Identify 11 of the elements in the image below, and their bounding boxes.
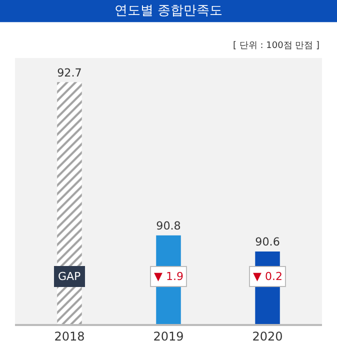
annotation: GAP xyxy=(58,270,82,283)
data-label: 90.8 xyxy=(156,220,181,233)
annotation: ▼ 0.2 xyxy=(253,270,282,283)
x-tick-label: 2018 xyxy=(54,329,85,344)
data-label: 92.7 xyxy=(57,66,82,80)
data-label: 90.6 xyxy=(255,236,280,249)
x-tick-label: 2019 xyxy=(153,329,184,344)
chart-subtitle: [ 단위 : 100점 만점 ] xyxy=(233,41,320,51)
annotation: ▼ 1.9 xyxy=(154,270,184,283)
x-tick-label: 2020 xyxy=(252,329,283,344)
chart-title: 연도별 종합만족도 xyxy=(114,3,223,18)
